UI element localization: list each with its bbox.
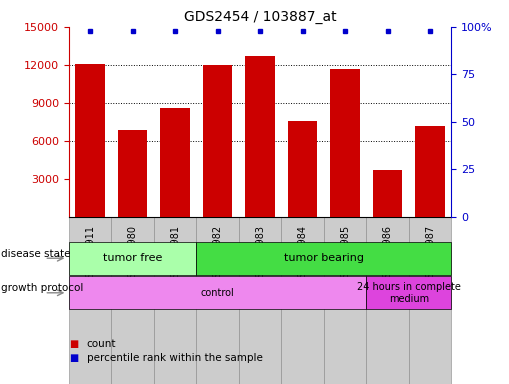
Bar <box>281 217 323 384</box>
Bar <box>372 170 402 217</box>
Text: tumor free: tumor free <box>103 253 162 263</box>
Text: ■: ■ <box>69 353 78 363</box>
Bar <box>75 64 105 217</box>
Text: tumor bearing: tumor bearing <box>284 253 363 263</box>
Bar <box>154 217 196 384</box>
Bar <box>414 126 444 217</box>
Bar <box>323 217 365 384</box>
Text: count: count <box>87 339 116 349</box>
Bar <box>69 217 111 384</box>
Bar <box>365 217 408 384</box>
Bar <box>330 69 359 217</box>
Text: disease state: disease state <box>1 248 70 259</box>
Text: percentile rank within the sample: percentile rank within the sample <box>87 353 262 363</box>
Bar <box>111 217 154 384</box>
Bar <box>245 56 274 217</box>
Text: ■: ■ <box>69 339 78 349</box>
Bar <box>160 108 190 217</box>
Text: control: control <box>201 288 234 298</box>
Bar <box>408 217 450 384</box>
Bar <box>287 121 317 217</box>
Bar <box>238 217 281 384</box>
Bar <box>203 65 232 217</box>
Bar <box>118 129 147 217</box>
Bar <box>196 217 238 384</box>
Text: 24 hours in complete
medium: 24 hours in complete medium <box>356 282 460 304</box>
Title: GDS2454 / 103887_at: GDS2454 / 103887_at <box>183 10 336 25</box>
Text: growth protocol: growth protocol <box>1 283 83 293</box>
